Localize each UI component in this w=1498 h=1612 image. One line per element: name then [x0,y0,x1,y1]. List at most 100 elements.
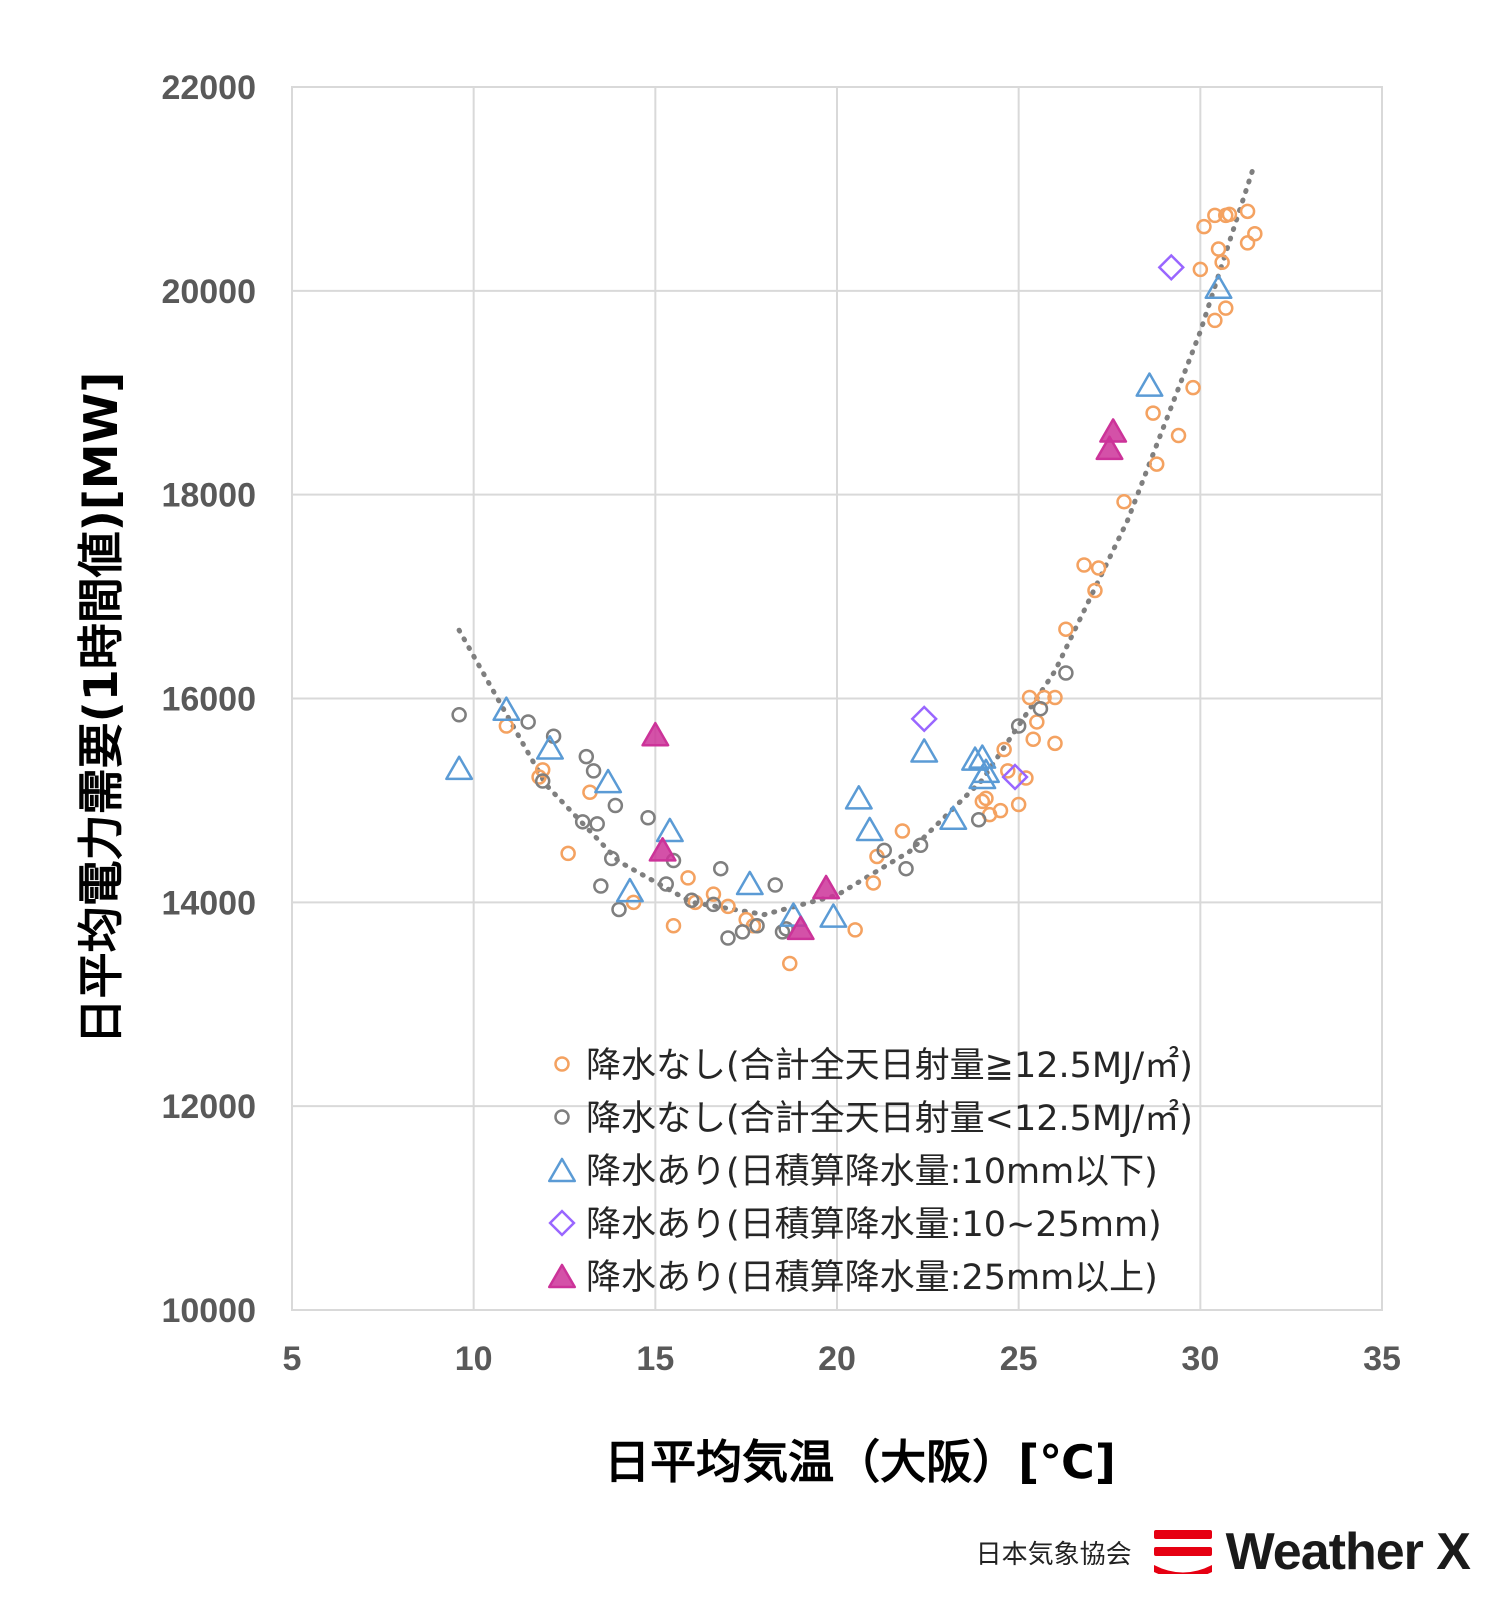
data-point [779,902,808,927]
data-point [847,922,863,938]
data-point [585,763,602,779]
data-point [1000,763,1016,779]
data-point [782,955,798,972]
data-point [1204,274,1233,300]
data-point [970,812,987,828]
data-point [992,802,1009,819]
data-point [1076,557,1092,573]
data-point [1010,718,1027,734]
data-point [1047,689,1063,706]
data-point [607,797,624,814]
series-group [498,203,1263,972]
brand-organization: 日本気象協会 [975,1539,1132,1570]
data-point [611,901,627,918]
legend-marker [554,1109,570,1125]
legend-marker [554,1056,570,1072]
legend-label: 降水あり(日積算降水量:10~25mm) [586,1205,1162,1245]
data-point [978,790,994,807]
data-point [876,842,892,859]
y-tick-label: 18000 [161,477,256,515]
data-point [534,762,551,778]
x-axis-ticks: 5 10 15 20 25 30 35 [283,1340,1401,1378]
data-point [939,805,968,831]
data-point [560,845,576,862]
data-point [749,918,765,934]
data-point [451,707,467,723]
data-point [1192,261,1209,278]
data-point [1247,226,1263,242]
data-point [594,768,623,794]
data-point [720,930,736,946]
x-tick-label: 30 [1181,1340,1219,1378]
legend: 降水なし(合計全天日射量≧12.5MJ/㎡) 降水なし(合計全天日射量<12.5M… [548,1045,1193,1298]
data-point [578,748,595,765]
data-point [648,837,677,862]
data-point [812,874,841,900]
data-point [1207,207,1223,224]
data-point [1148,456,1165,472]
data-point [996,741,1012,758]
data-point [971,758,1000,784]
series-group [641,418,1128,941]
y-tick-label: 16000 [161,681,256,719]
data-point [1058,621,1074,637]
data-point [1001,763,1029,791]
data-point [445,755,474,781]
data-point [1047,735,1063,752]
data-point [535,735,564,760]
weather-x-logo-icon [1153,1530,1212,1574]
legend-marker [548,1209,576,1237]
y-tick-label: 14000 [161,884,256,922]
series-group [910,253,1185,791]
data-point [1032,700,1049,717]
series-group [451,665,1074,946]
x-tick-label: 15 [636,1340,674,1378]
data-point [1087,582,1103,599]
data-point [520,714,536,730]
data-point [1090,560,1107,576]
data-point [894,823,911,839]
legend-label: 降水なし(合計全天日射量<12.5MJ/㎡) [586,1098,1193,1139]
data-point [912,837,929,854]
data-point [683,892,700,909]
data-point [1116,494,1132,510]
data-point [1214,254,1230,271]
data-point [589,816,605,832]
data-point [1170,427,1187,444]
data-point [1029,714,1045,730]
trendline-path [456,160,1258,918]
data-point [641,721,670,747]
data-point [819,903,848,928]
y-axis-title: 日平均電力需要(1時間値)[MW] [74,372,128,1045]
y-tick-label: 12000 [161,1088,256,1126]
data-point [1218,300,1234,316]
data-point [665,918,682,934]
data-point [1025,731,1041,748]
legend-label: 降水なし(合計全天日射量≧12.5MJ/㎡) [586,1045,1193,1086]
data-point [680,870,696,886]
data-points [445,203,1263,972]
data-point [1018,770,1034,786]
x-tick-label: 25 [1000,1340,1038,1378]
x-tick-label: 35 [1363,1340,1401,1378]
data-point [720,898,736,915]
trendline [456,160,1258,918]
data-point [1207,312,1223,329]
data-point [1010,796,1027,813]
y-tick-label: 22000 [161,69,256,107]
y-axis-ticks: 10000 12000 14000 16000 18000 20000 22000 [161,69,256,1330]
data-point [1157,253,1185,282]
legend-label: 降水あり(日積算降水量:10mm以下) [586,1152,1158,1192]
data-point [735,870,764,896]
series-group [445,274,1233,928]
data-point [705,886,722,902]
data-point [974,793,991,810]
data-point [1221,206,1238,223]
data-point [961,746,990,771]
data-point [910,738,939,763]
plot-area-frame [291,86,1383,1311]
data-point [1210,241,1227,257]
data-point [734,924,751,940]
brand-footer: 日本気象協会 Weather X [975,1522,1471,1582]
